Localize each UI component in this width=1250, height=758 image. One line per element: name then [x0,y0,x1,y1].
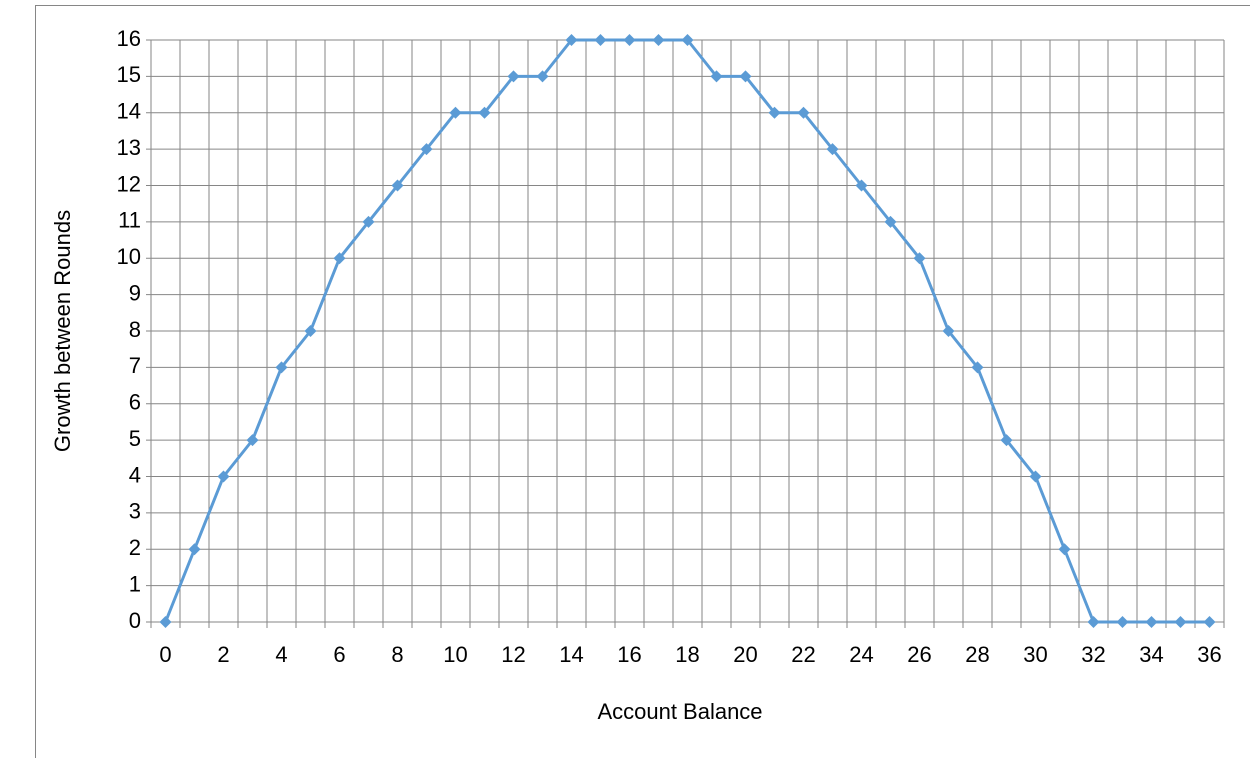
marker [768,106,781,119]
marker [623,34,636,46]
marker [971,361,984,374]
marker [1203,616,1216,628]
y-tick-label: 4 [129,462,141,487]
x-axis-label: Account Balance [597,699,762,724]
y-tick-label: 10 [117,244,141,269]
y-tick-label: 11 [118,208,141,233]
y-tick-label: 6 [129,390,141,415]
marker [884,215,897,228]
marker [275,361,288,374]
x-tick-label: 36 [1197,642,1221,667]
y-axis-label: Growth between Rounds [50,210,75,452]
y-tick-label: 0 [129,608,141,633]
marker [507,70,520,83]
x-tick-label: 12 [501,642,525,667]
y-tick-label: 14 [117,99,141,124]
x-tick-label: 6 [333,642,345,667]
x-tick-label: 2 [217,642,229,667]
y-tick-label: 7 [129,353,141,378]
marker [594,34,607,46]
marker [652,34,665,46]
marker [942,325,955,337]
marker [420,143,433,156]
x-tick-label: 8 [391,642,403,667]
y-tick-label: 9 [129,280,141,305]
x-tick-label: 14 [559,642,583,667]
marker [188,543,201,556]
marker [217,470,230,483]
y-tick-label: 2 [129,535,141,560]
x-tick-label: 32 [1081,642,1105,667]
x-tick-label: 30 [1023,642,1047,667]
marker [449,106,462,119]
y-tick-label: 5 [129,426,141,451]
x-tick-label: 28 [965,642,989,667]
y-tick-label: 1 [129,571,141,596]
marker [855,179,868,192]
marker [710,70,723,83]
marker [1116,616,1129,628]
marker [536,70,549,83]
marker [1145,616,1158,628]
x-tick-label: 16 [617,642,641,667]
marker [362,215,375,228]
x-tick-label: 4 [275,642,287,667]
marker [913,252,926,265]
marker [1087,616,1100,628]
x-tick-label: 26 [907,642,931,667]
y-tick-label: 16 [117,26,141,51]
marker [739,70,752,83]
marker [391,179,404,192]
x-tick-label: 20 [733,642,757,667]
x-tick-label: 24 [849,642,873,667]
marker [1000,434,1013,447]
marker [159,616,172,628]
marker [797,106,810,119]
y-tick-label: 3 [129,499,141,524]
marker [304,325,317,337]
x-tick-label: 22 [791,642,815,667]
y-tick-label: 12 [117,171,141,196]
x-tick-label: 34 [1139,642,1163,667]
marker [1029,470,1042,483]
y-tick-label: 8 [129,317,141,342]
marker [565,34,578,46]
y-tick-label: 13 [117,135,141,160]
marker [826,143,839,156]
y-tick-label: 15 [117,62,141,87]
marker [333,252,346,265]
marker [246,434,259,447]
x-tick-label: 10 [443,642,467,667]
marker [1058,543,1071,556]
x-tick-label: 18 [675,642,699,667]
marker [681,34,694,46]
marker [478,106,491,119]
marker [1174,616,1187,628]
x-tick-label: 0 [159,642,171,667]
